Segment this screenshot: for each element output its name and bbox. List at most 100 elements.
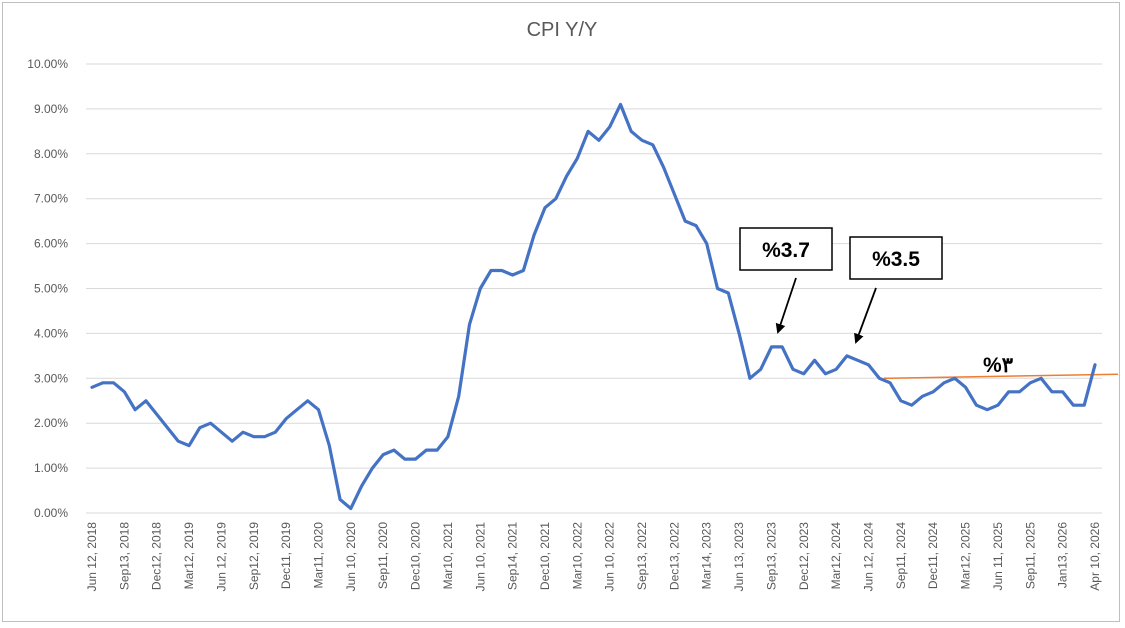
data-point bbox=[544, 206, 546, 209]
x-tick-label: Mar12, 2024 bbox=[829, 522, 843, 590]
callout-1: %3.7 bbox=[739, 227, 833, 334]
data-point bbox=[619, 103, 622, 106]
data-point bbox=[285, 417, 287, 420]
data-point bbox=[490, 269, 492, 272]
data-point bbox=[317, 408, 320, 411]
x-tick-label: Dec12, 2023 bbox=[797, 522, 811, 590]
data-point bbox=[1029, 382, 1032, 384]
data-point bbox=[296, 408, 298, 411]
x-tick-label: Jun 10, 2021 bbox=[473, 522, 487, 592]
y-tick-label: 4.00% bbox=[34, 326, 68, 340]
data-point bbox=[328, 444, 331, 447]
data-point bbox=[501, 269, 503, 272]
x-tick-label: Dec10, 2021 bbox=[538, 522, 552, 590]
data-point bbox=[792, 368, 794, 371]
data-point bbox=[662, 166, 665, 169]
data-point bbox=[975, 404, 978, 407]
data-point bbox=[468, 323, 471, 326]
x-tick-label: Jun 10, 2020 bbox=[344, 522, 358, 592]
data-point bbox=[1094, 364, 1096, 366]
y-tick-label: 0.00% bbox=[34, 506, 68, 520]
data-point bbox=[1061, 391, 1064, 393]
target-line bbox=[883, 373, 1119, 380]
y-tick-label: 1.00% bbox=[34, 461, 68, 475]
data-point bbox=[155, 413, 158, 416]
data-point bbox=[371, 467, 374, 469]
data-point bbox=[598, 139, 600, 142]
x-tick-label: Jun 10, 2022 bbox=[603, 522, 617, 592]
data-point bbox=[1040, 377, 1042, 380]
data-point bbox=[1051, 391, 1053, 393]
data-point bbox=[350, 507, 352, 510]
x-tick-label: Mar10, 2022 bbox=[570, 522, 584, 590]
x-tick-label: Sep13, 2023 bbox=[764, 522, 778, 590]
data-point bbox=[404, 458, 406, 460]
data-point bbox=[177, 440, 180, 443]
y-tick-label: 8.00% bbox=[34, 147, 68, 161]
data-point bbox=[813, 359, 816, 362]
data-point bbox=[770, 346, 773, 348]
data-point bbox=[231, 440, 233, 443]
data-point bbox=[781, 346, 783, 348]
x-tick-label: Sep11, 2020 bbox=[376, 522, 390, 589]
data-point bbox=[705, 242, 708, 245]
x-tick-label: Jun 12, 2018 bbox=[85, 522, 99, 592]
y-tick-label: 10.00% bbox=[27, 57, 68, 71]
callout-2: %3.5 bbox=[849, 236, 943, 344]
data-point bbox=[414, 458, 417, 460]
data-point bbox=[145, 400, 147, 402]
data-point bbox=[1007, 391, 1010, 393]
data-point bbox=[242, 431, 244, 434]
x-tick-label: Sep11, 2024 bbox=[894, 522, 908, 589]
x-tick-label: Jan13, 2026 bbox=[1056, 522, 1070, 588]
x-tick-label: Mar12, 2025 bbox=[959, 522, 973, 590]
x-tick-label: Apr 10, 2026 bbox=[1088, 522, 1102, 591]
data-point bbox=[738, 332, 740, 335]
x-tick-label: Sep12, 2019 bbox=[247, 522, 261, 590]
callout-arrow bbox=[854, 287, 877, 344]
data-point bbox=[684, 220, 686, 222]
data-point bbox=[511, 274, 514, 276]
data-point bbox=[565, 175, 568, 178]
y-tick-label: 3.00% bbox=[34, 371, 68, 385]
data-point bbox=[910, 404, 913, 407]
data-point bbox=[759, 368, 762, 371]
gridlines bbox=[86, 63, 1102, 514]
data-point bbox=[695, 224, 697, 227]
data-point bbox=[964, 386, 967, 389]
x-axis-ticks: Jun 12, 2018 Sep13, 2018 Dec12, 2018 Mar12,… bbox=[85, 522, 1102, 592]
data-point bbox=[932, 391, 934, 393]
series-line bbox=[90, 102, 1097, 511]
callout-box bbox=[849, 236, 943, 280]
data-point bbox=[393, 449, 395, 451]
x-tick-label: Dec13, 2022 bbox=[667, 522, 681, 590]
data-point bbox=[1018, 391, 1021, 393]
target-label: %۳ bbox=[983, 354, 1014, 377]
data-point bbox=[382, 453, 385, 456]
data-point bbox=[134, 408, 136, 411]
data-point bbox=[263, 435, 266, 438]
target-line-group bbox=[883, 373, 1119, 380]
data-point bbox=[954, 377, 956, 380]
data-point bbox=[220, 431, 223, 434]
data-point bbox=[835, 368, 837, 371]
y-axis-ticks: 0.00% 1.00% 2.00% 3.00% 4.00% 5.00% 6.00% 7.00%… bbox=[27, 57, 68, 520]
data-point bbox=[199, 426, 201, 429]
data-point bbox=[824, 373, 827, 375]
x-tick-label: Jun 11, 2025 bbox=[991, 522, 1005, 591]
x-tick-label: Mar12, 2019 bbox=[182, 522, 196, 590]
data-point bbox=[533, 233, 535, 236]
data-point bbox=[803, 373, 805, 375]
data-point bbox=[986, 408, 988, 411]
x-tick-label: Jun 12, 2019 bbox=[214, 522, 228, 592]
x-tick-label: Jun 12, 2024 bbox=[862, 522, 876, 592]
x-tick-label: Sep13, 2022 bbox=[635, 522, 649, 590]
callout-label: %3.5 bbox=[872, 248, 920, 271]
callout-box bbox=[739, 227, 833, 271]
data-point bbox=[641, 139, 643, 142]
data-point bbox=[479, 287, 482, 290]
data-point bbox=[878, 377, 881, 380]
series-layer bbox=[90, 102, 1097, 511]
data-point bbox=[1083, 404, 1085, 407]
